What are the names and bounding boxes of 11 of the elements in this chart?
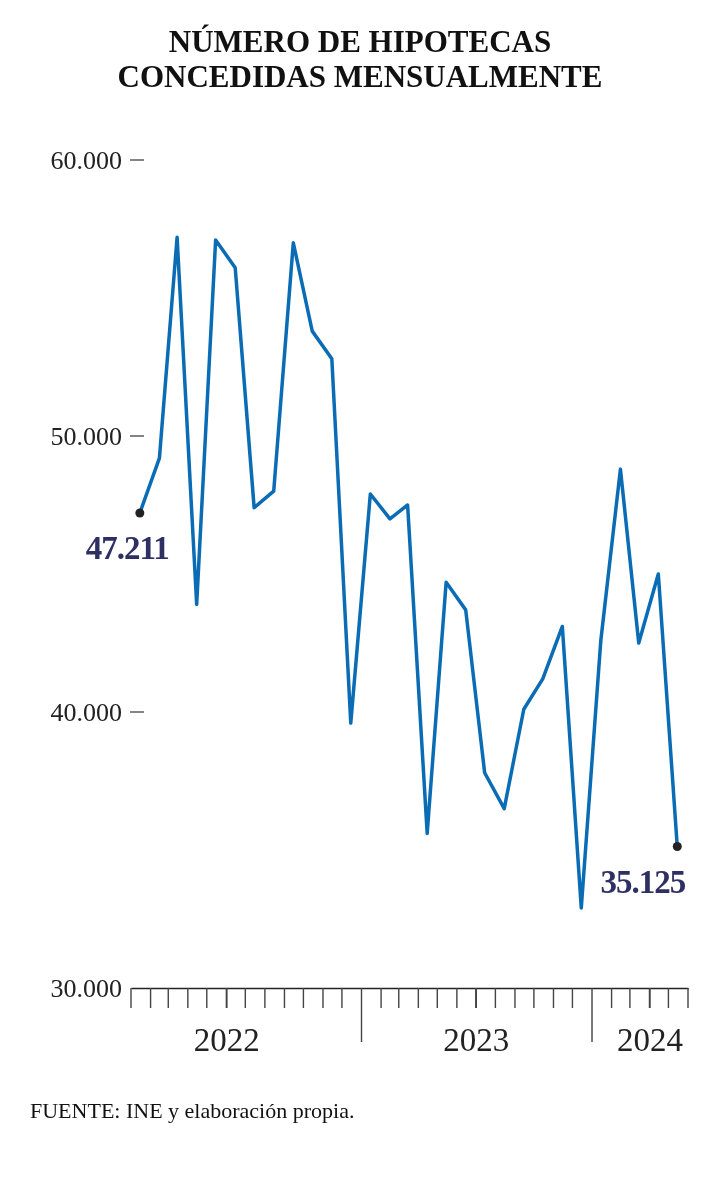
data-label: 35.125 [600, 863, 686, 900]
x-tick-label: 2024 [616, 1022, 683, 1059]
data-label: 47.211 [85, 529, 169, 566]
x-tick-label: 2022 [193, 1022, 260, 1059]
y-tick-label: 60.000 [50, 146, 122, 175]
y-tick-label: 40.000 [50, 698, 122, 727]
y-tick-label: 30.000 [50, 974, 122, 1003]
y-tick-label: 50.000 [50, 422, 122, 451]
chart-title: NÚMERO DE HIPOTECAS CONCEDIDAS MENSUALMENTE [117, 24, 603, 94]
source-note: FUENTE: INE y elaboración propia. [30, 1098, 355, 1123]
x-tick-label: 2023 [443, 1022, 510, 1059]
